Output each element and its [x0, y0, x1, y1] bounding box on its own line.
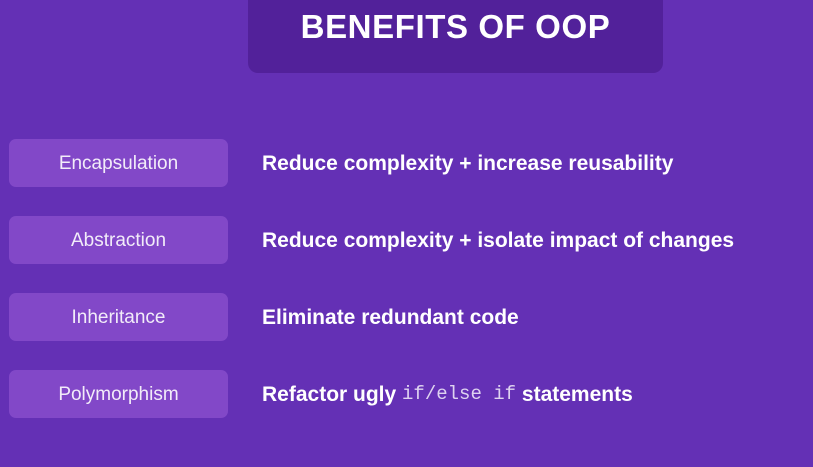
pill-label: Inheritance — [71, 306, 166, 328]
code-fragment: if/else if — [402, 382, 517, 405]
pill-encapsulation: Encapsulation — [9, 139, 228, 187]
list-item: Encapsulation Reduce complexity + increa… — [0, 139, 813, 187]
pill-inheritance: Inheritance — [9, 293, 228, 341]
description-inheritance: Eliminate redundant code — [262, 293, 519, 341]
description-encapsulation: Reduce complexity + increase reusability — [262, 139, 673, 187]
text-fragment: statements — [516, 382, 633, 406]
page-title: BENEFITS OF OOP — [300, 8, 611, 45]
pill-label: Encapsulation — [58, 152, 179, 174]
description-polymorphism: Refactor ugly if/else if statements — [262, 370, 633, 418]
benefits-list: Encapsulation Reduce complexity + increa… — [0, 139, 813, 447]
text-fragment: Reduce complexity + increase reusability — [262, 151, 674, 175]
list-item: Polymorphism Refactor ugly if/else if st… — [0, 370, 813, 418]
pill-label: Abstraction — [70, 229, 167, 251]
pill-label: Polymorphism — [58, 383, 179, 405]
list-item: Inheritance Eliminate redundant code — [0, 293, 813, 341]
list-item: Abstraction Reduce complexity + isolate … — [0, 216, 813, 264]
description-abstraction: Reduce complexity + isolate impact of ch… — [262, 216, 734, 264]
text-fragment: Reduce complexity + isolate impact of ch… — [262, 228, 735, 252]
text-fragment: Eliminate redundant code — [262, 305, 519, 329]
pill-polymorphism: Polymorphism — [9, 370, 228, 418]
pill-abstraction: Abstraction — [9, 216, 228, 264]
title-banner: BENEFITS OF OOP — [248, 0, 663, 73]
text-fragment: Refactor ugly — [262, 382, 403, 406]
